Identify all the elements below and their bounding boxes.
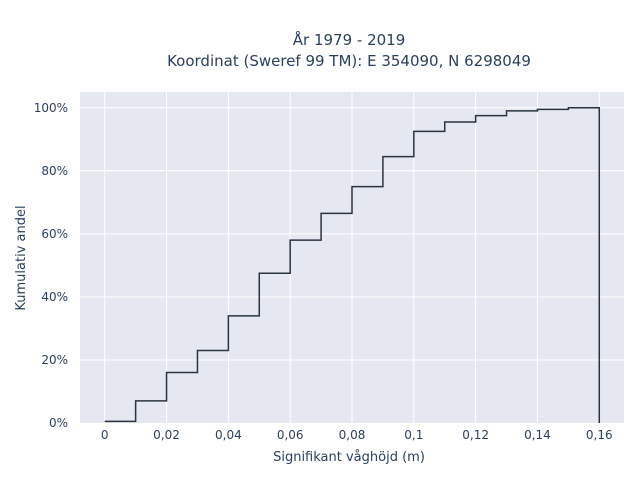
x-tick-label: 0,12 bbox=[462, 428, 489, 442]
x-tick-label: 0,08 bbox=[339, 428, 366, 442]
x-tick-label: 0,06 bbox=[277, 428, 304, 442]
cumulative-step-line bbox=[104, 107, 601, 423]
chart-title-line2: Koordinat (Sweref 99 TM): E 354090, N 62… bbox=[167, 52, 531, 70]
x-tick-label: 0 bbox=[101, 428, 109, 442]
x-tick-label: 0,04 bbox=[215, 428, 242, 442]
x-tick-label: 0,02 bbox=[153, 428, 180, 442]
x-tick-label: 0,16 bbox=[586, 428, 613, 442]
y-tick-label: 60% bbox=[41, 227, 68, 241]
y-axis-ticks: 0% 20% 40% 60% 80% 100% bbox=[34, 101, 68, 430]
x-tick-label: 0,1 bbox=[404, 428, 423, 442]
y-tick-label: 20% bbox=[41, 353, 68, 367]
x-axis-ticks: 0 0,02 0,04 0,06 0,08 0,1 0,12 0,14 0,16 bbox=[101, 428, 613, 442]
y-tick-label: 40% bbox=[41, 290, 68, 304]
y-tick-label: 80% bbox=[41, 164, 68, 178]
x-axis-title: Signifikant våghöjd (m) bbox=[273, 450, 425, 465]
y-axis-title: Kumulativ andel bbox=[14, 205, 29, 310]
x-tick-label: 0,14 bbox=[524, 428, 551, 442]
y-tick-label: 0% bbox=[49, 416, 68, 430]
series-layer bbox=[104, 107, 601, 423]
y-tick-label: 100% bbox=[34, 101, 68, 115]
chart-title-line1: År 1979 - 2019 bbox=[293, 30, 406, 49]
